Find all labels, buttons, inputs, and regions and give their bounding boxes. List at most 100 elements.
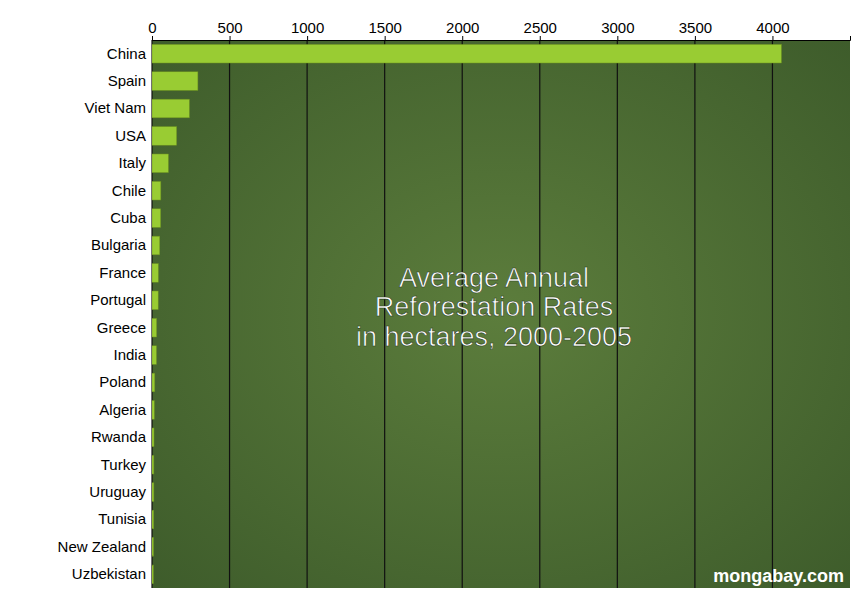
bar [152, 181, 161, 200]
category-label: Tunisia [98, 510, 146, 527]
category-tick: USA [115, 127, 152, 144]
category-tick: Uzbekistan [72, 565, 152, 582]
tick-mark [462, 36, 463, 40]
bar [152, 455, 154, 474]
category-tick: India [113, 346, 152, 363]
tick: 3000 [601, 19, 634, 40]
tick-mark [540, 36, 541, 40]
tick-label: 500 [218, 19, 243, 36]
category-label: Uruguay [89, 483, 146, 500]
category-label: Portugal [90, 291, 146, 308]
category-tick: Uruguay [89, 483, 152, 500]
plot: 0 500 1000 1500 2000 2500 3000 3500 4000 China Spa… [58, 19, 851, 589]
tick-label: 2000 [446, 19, 479, 36]
watermark: mongabay.com [713, 566, 844, 586]
tick-label: 3500 [679, 19, 712, 36]
plot-background [152, 40, 850, 588]
tick-mark [230, 36, 231, 40]
bar [152, 373, 155, 392]
tick-mark [385, 36, 386, 40]
grid-line [617, 40, 618, 588]
bar [152, 318, 157, 337]
category-tick: Cuba [110, 209, 152, 226]
tick: 0 [148, 19, 156, 40]
category-label: Greece [97, 319, 146, 336]
category-label: India [113, 346, 146, 363]
category-tick: Chile [112, 182, 152, 199]
category-tick: China [107, 45, 152, 62]
category-tick: Algeria [99, 401, 152, 418]
grid-line [694, 40, 695, 588]
grid-line [772, 40, 773, 588]
bar [152, 565, 153, 584]
category-label: Uzbekistan [72, 565, 146, 582]
axis-line [153, 36, 851, 41]
axis-line [152, 41, 153, 589]
tick: 2000 [446, 19, 479, 40]
category-label: Turkey [101, 456, 147, 473]
category-tick: Portugal [90, 291, 152, 308]
tick: 2500 [524, 19, 557, 40]
bar [152, 154, 168, 173]
tick: 500 [218, 19, 243, 40]
category-tick: Greece [97, 319, 152, 336]
tick-mark [695, 36, 696, 40]
bar [152, 236, 160, 255]
bar [152, 538, 154, 557]
bars [152, 44, 781, 583]
tick-label: 3000 [601, 19, 634, 36]
category-tick: Tunisia [98, 510, 152, 527]
tick-label: 2500 [524, 19, 557, 36]
category-label: USA [115, 127, 146, 144]
grid-line [229, 40, 230, 588]
tick: 3500 [679, 19, 712, 40]
category-label: China [107, 45, 147, 62]
title: Average AnnualReforestation Ratesin hect… [356, 263, 632, 352]
tick-label: 4000 [756, 19, 789, 36]
category-tick: Italy [118, 154, 152, 171]
bar [152, 127, 177, 146]
category-label: Italy [118, 154, 146, 171]
category-tick: Bulgaria [91, 236, 152, 253]
tick-mark [307, 36, 308, 40]
category-label: New Zealand [58, 538, 146, 555]
category-tick: Poland [99, 373, 152, 390]
category-label: Cuba [110, 209, 147, 226]
grid [152, 40, 772, 588]
tick: 1000 [291, 19, 324, 40]
bar [152, 264, 158, 283]
bar [152, 72, 198, 91]
grid-line [151, 40, 152, 588]
category-label: Chile [112, 182, 146, 199]
tick-label: 1000 [291, 19, 324, 36]
category-label: Bulgaria [91, 236, 147, 253]
category-label: Poland [99, 373, 146, 390]
tick-mark [772, 36, 773, 40]
category-label: Algeria [99, 401, 146, 418]
category-tick: Rwanda [91, 428, 152, 445]
bar [152, 209, 161, 228]
tick-label: 0 [148, 19, 156, 36]
bar [152, 291, 158, 310]
bar [152, 346, 156, 365]
category-tick: Turkey [101, 456, 152, 473]
bar [152, 99, 189, 118]
category-tick: New Zealand [58, 538, 152, 555]
tick-label: 1500 [368, 19, 401, 36]
category-tick: Viet Nam [85, 99, 152, 116]
chart: 0 500 1000 1500 2000 2500 3000 3500 4000 China Spa… [0, 0, 856, 596]
category-tick: Spain [108, 72, 152, 89]
bar [152, 401, 154, 420]
tick-mark [152, 36, 153, 40]
grid-line [307, 40, 308, 588]
category-label: Viet Nam [85, 99, 146, 116]
y-axis: China Spain Viet Nam USA Italy Chile Cuba Bulga… [58, 41, 153, 589]
bar [152, 483, 154, 502]
bar [152, 44, 781, 63]
category-label: Spain [108, 72, 146, 89]
category-label: Rwanda [91, 428, 147, 445]
bar [152, 428, 154, 447]
category-label: France [99, 264, 146, 281]
tick: 1500 [368, 19, 401, 40]
x-axis: 0 500 1000 1500 2000 2500 3000 3500 4000 [148, 19, 850, 41]
